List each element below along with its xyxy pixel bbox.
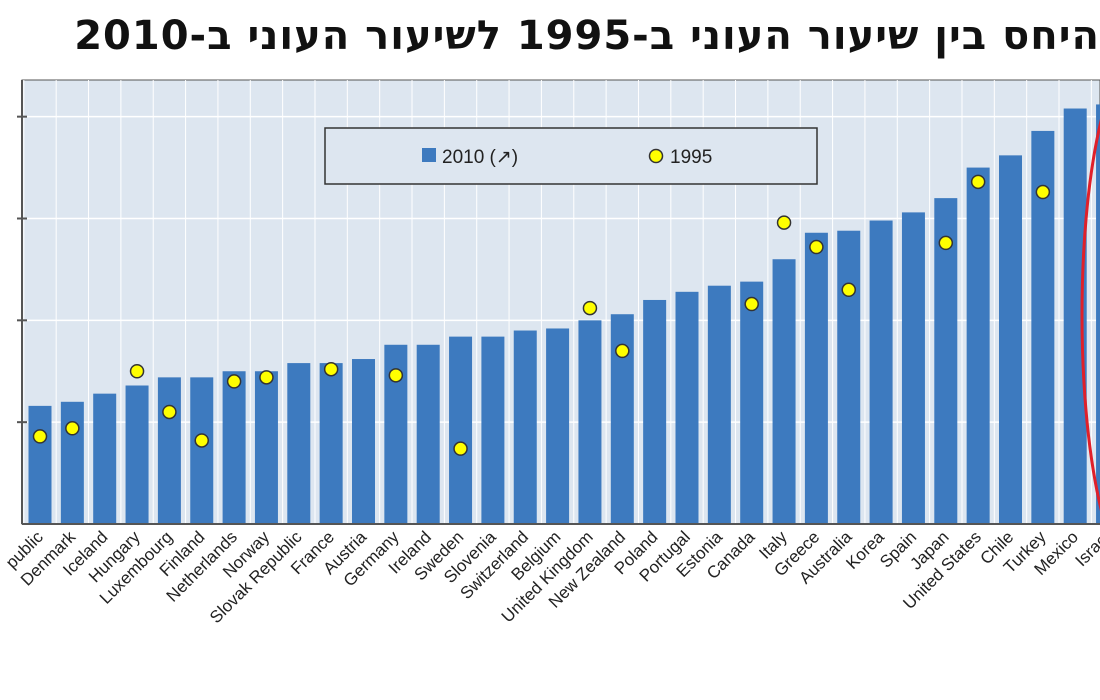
x-tick-label: Korea — [842, 527, 888, 573]
bar-australia — [837, 230, 861, 524]
bar-switzerland — [513, 330, 537, 524]
bar-netherlands — [222, 371, 246, 524]
point-1995-norway — [259, 370, 274, 385]
point-1995-japan — [938, 235, 954, 251]
bar-turkey — [1031, 130, 1055, 524]
bar-denmark — [60, 401, 84, 524]
bar-greece — [804, 232, 828, 524]
bar-ireland — [416, 344, 440, 524]
point-1995-finland — [194, 433, 209, 448]
x-tick-label-layer: publicDenmarkIcelandHungaryLuxembourgFin… — [2, 527, 1100, 627]
bar-chile — [999, 155, 1022, 524]
bar-japan — [934, 198, 958, 524]
point-1995-turkey — [1035, 184, 1051, 200]
bar-sweden — [449, 336, 473, 524]
bar-belgium — [546, 328, 570, 524]
bar-portugal — [675, 291, 699, 524]
legend: 2010 (↗) 1995 — [324, 127, 818, 185]
point-1995-netherlands — [226, 374, 242, 389]
y-tick-layer — [17, 115, 27, 424]
point-layer — [32, 174, 1051, 456]
point-1995-luxembourg — [162, 404, 177, 420]
bar-italy — [772, 259, 796, 524]
legend-bar-swatch — [422, 148, 436, 162]
bar-israel — [1096, 104, 1100, 524]
bar-layer — [28, 104, 1100, 524]
point-1995-germany — [388, 368, 404, 383]
bar-slovak-republic — [287, 363, 311, 524]
legend-label-1995: 1995 — [670, 147, 712, 168]
bar-united-kingdom — [578, 320, 602, 524]
bar-united-states — [966, 167, 990, 524]
point-1995-sweden — [453, 441, 468, 456]
bar-finland — [190, 377, 214, 524]
legend-point-swatch — [648, 148, 664, 164]
bar-norway — [254, 371, 278, 524]
point-1995-canada — [744, 296, 759, 312]
chart-title: היחס בין שיעור העוני ב-1995 לשיעור העוני… — [74, 13, 1100, 59]
bar-germany — [384, 344, 408, 524]
point-1995-hungary — [129, 363, 145, 379]
bar-luxembourg — [157, 377, 181, 524]
bar-poland — [643, 299, 667, 524]
point-1995-denmark — [65, 421, 80, 436]
highlight-ellipse — [1080, 118, 1100, 512]
point-1995-united-states — [970, 174, 986, 190]
bar-austria — [352, 359, 375, 524]
bar-mexico — [1063, 108, 1087, 524]
x-tick-label: Israel — [1072, 527, 1100, 570]
point-1995-czech-republic — [32, 429, 48, 444]
bar-slovenia — [481, 336, 505, 524]
bar-korea — [869, 220, 893, 524]
bar-estonia — [707, 285, 731, 524]
bar-new-zealand — [610, 314, 634, 524]
point-1995-greece — [809, 239, 824, 255]
point-1995-australia — [841, 282, 856, 298]
bar-hungary — [125, 385, 149, 524]
bar-spain — [901, 212, 925, 524]
legend-label-2010: 2010 (↗) — [442, 147, 518, 168]
legend-box — [324, 127, 818, 185]
point-1995-new-zealand — [615, 343, 630, 359]
bar-czech-republic — [28, 405, 52, 524]
bar-france — [319, 363, 343, 524]
bar-canada — [740, 281, 764, 524]
point-1995-italy — [776, 215, 792, 230]
point-1995-france — [323, 361, 339, 377]
bar-iceland — [93, 393, 117, 524]
point-1995-united-kingdom — [582, 300, 598, 316]
